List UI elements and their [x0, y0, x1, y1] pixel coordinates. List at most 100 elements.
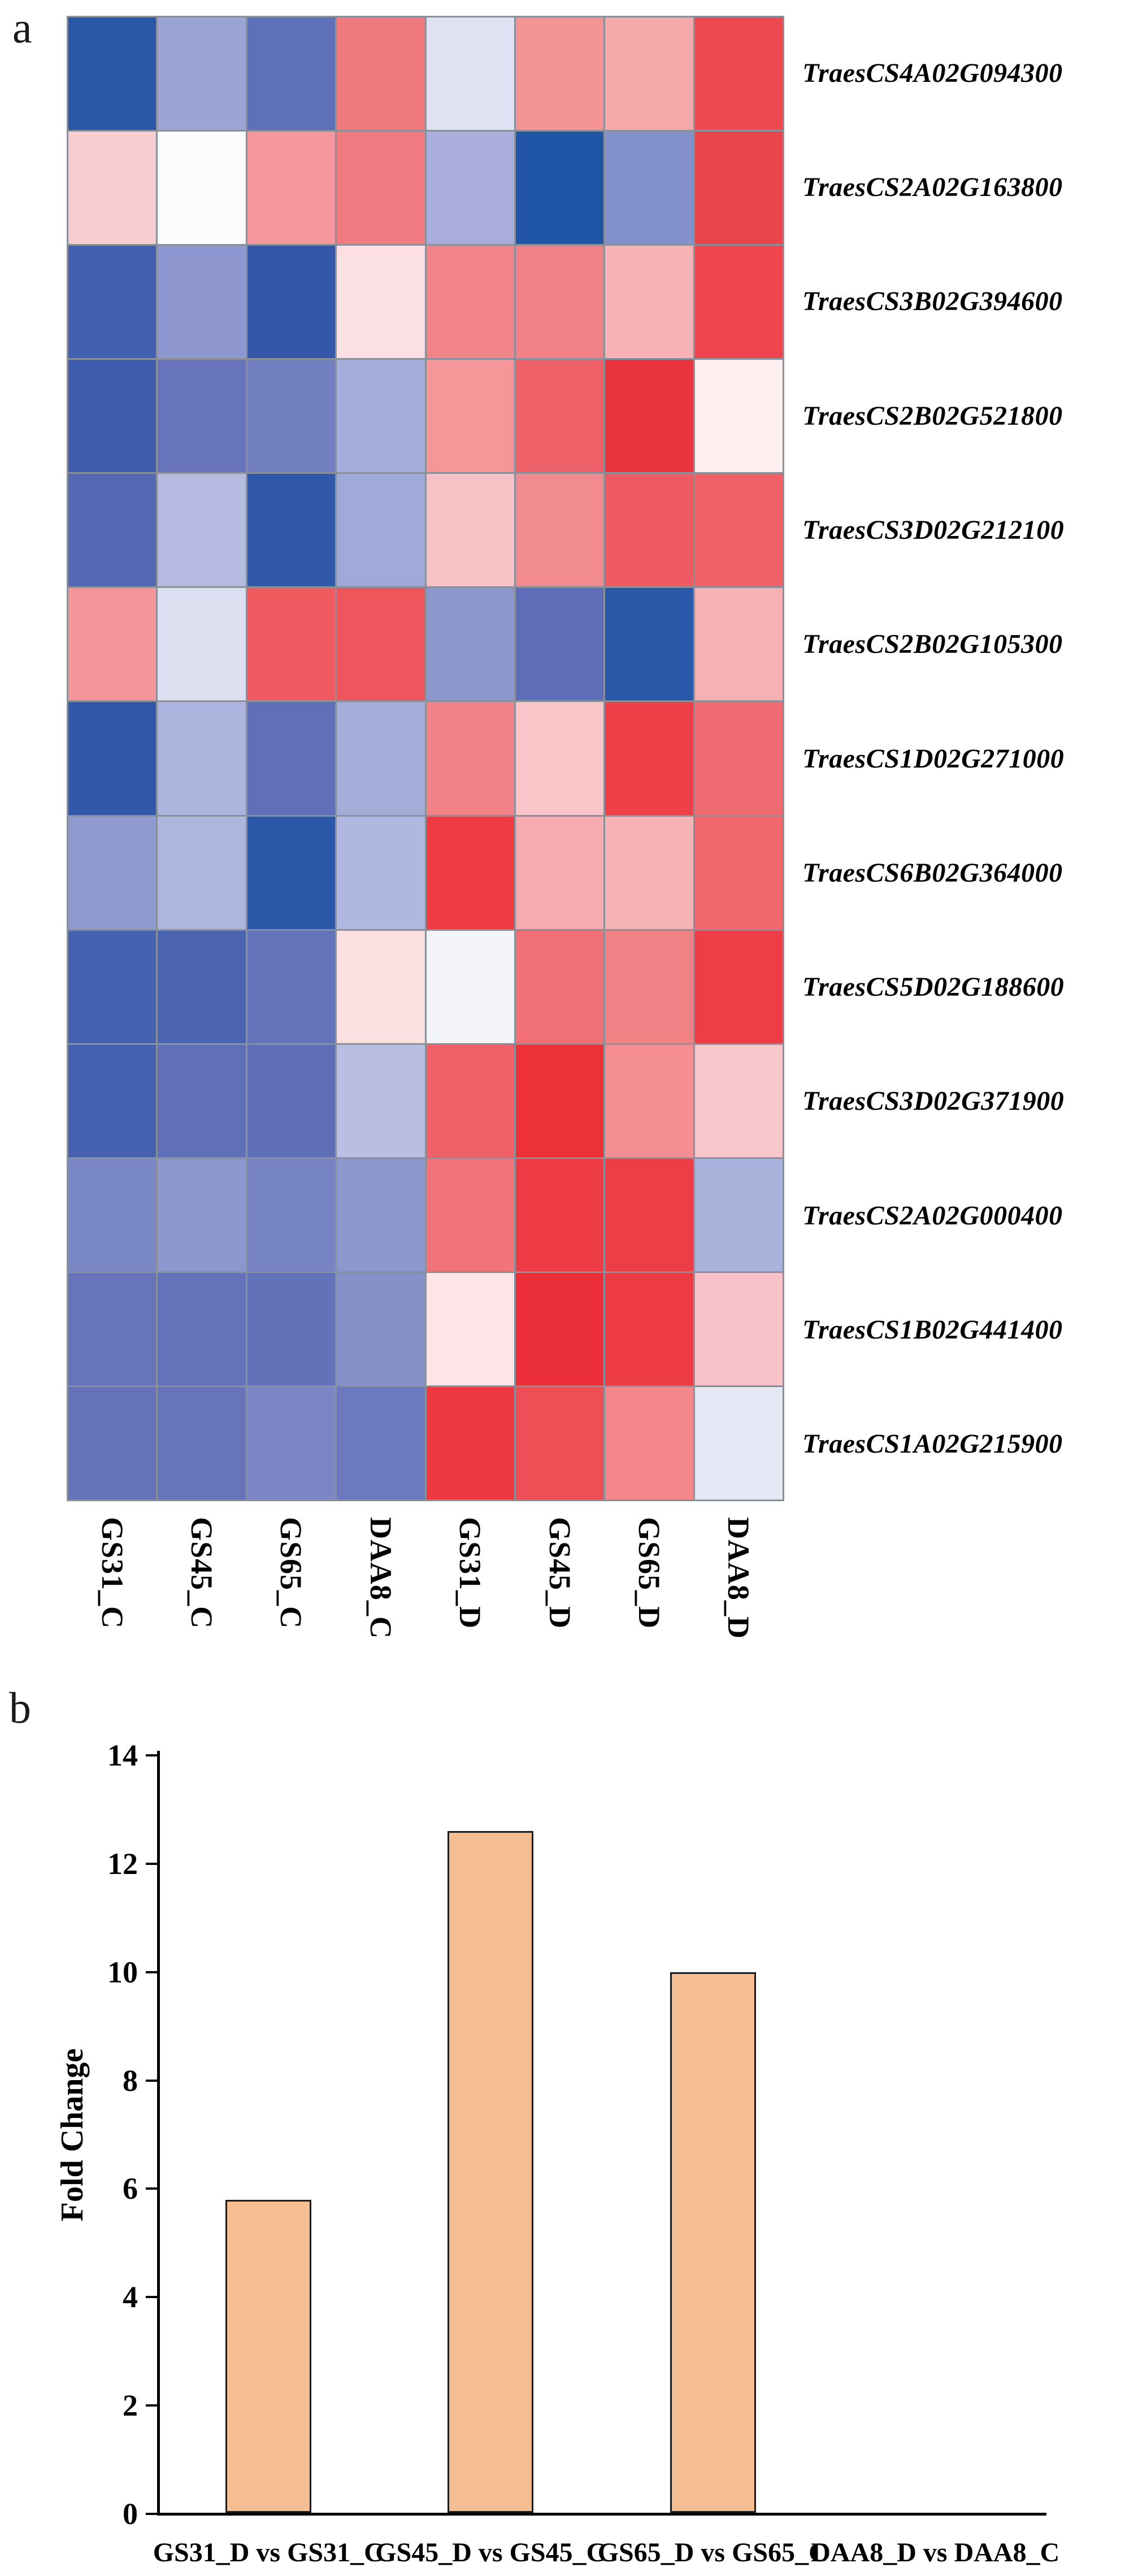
y-tick-label: 10 [107, 1955, 138, 1989]
heatmap-cell [158, 1044, 246, 1157]
heatmap-cell [605, 702, 693, 815]
heatmap-cell [694, 132, 783, 245]
y-tick-mark [146, 1754, 157, 1756]
heatmap-cell [68, 1158, 157, 1271]
heatmap-cell [158, 360, 246, 473]
heatmap-cell [68, 18, 157, 130]
x-category-label: GS31_D vs GS31_C [153, 2538, 384, 2568]
y-tick-mark [146, 1862, 157, 1865]
sample-label: GS65_D [632, 1517, 666, 1629]
heatmap-cell [158, 930, 246, 1043]
heatmap-cell [694, 18, 783, 130]
sample-label: DAA8_C [363, 1517, 398, 1639]
heatmap-cell [694, 246, 783, 359]
heatmap-cell [158, 702, 246, 815]
gene-label: TraesCS4A02G094300 [802, 58, 1063, 88]
heatmap-cell [426, 474, 514, 587]
heatmap-cell [337, 588, 425, 701]
heatmap-cell [158, 474, 246, 587]
heatmap-cell [158, 246, 246, 359]
heatmap-cell [247, 1158, 336, 1271]
x-category-label: DAA8_D vs DAA8_C [811, 2538, 1060, 2568]
heatmap-cell [426, 132, 514, 245]
heatmap-cell [515, 474, 604, 587]
heatmap-cell [247, 930, 336, 1043]
heatmap-cell [337, 360, 425, 473]
heatmap-cell [68, 816, 157, 929]
gene-label: TraesCS2A02G000400 [802, 1200, 1063, 1231]
heatmap-cell [68, 702, 157, 815]
gene-label-column: TraesCS4A02G094300 TraesCS2A02G163800 Trae… [802, 16, 1133, 1501]
y-tick-mark [146, 2296, 157, 2299]
heatmap-cell [247, 702, 336, 815]
expression-heatmap [67, 16, 784, 1501]
y-tick-label: 6 [123, 2172, 138, 2206]
heatmap-cell [247, 360, 336, 473]
gene-label: TraesCS1B02G441400 [802, 1315, 1063, 1345]
heatmap-cell [605, 816, 693, 929]
y-tick-mark [146, 1971, 157, 1973]
heatmap-cell [515, 588, 604, 701]
heatmap-cell [605, 588, 693, 701]
heatmap-cell [426, 702, 514, 815]
heatmap-cell [247, 588, 336, 701]
heatmap-cell [605, 474, 693, 587]
heatmap-cell [694, 1272, 783, 1385]
heatmap-cell [426, 930, 514, 1043]
heatmap-cell [68, 1272, 157, 1385]
heatmap-cell [515, 1158, 604, 1271]
heatmap-cell [68, 930, 157, 1043]
gene-label: TraesCS3D02G212100 [802, 515, 1065, 545]
heatmap-cell [426, 18, 514, 130]
heatmap-cell [605, 360, 693, 473]
heatmap-cell [68, 132, 157, 245]
heatmap-cell [68, 360, 157, 473]
heatmap-cell [337, 1044, 425, 1157]
sample-label: DAA8_D [722, 1517, 756, 1639]
heatmap-cell [694, 702, 783, 815]
y-tick-mark [146, 2404, 157, 2407]
heatmap-cell [68, 1044, 157, 1157]
heatmap-cell [247, 816, 336, 929]
heatmap-cell [337, 702, 425, 815]
heatmap-cell [605, 132, 693, 245]
y-tick-label: 0 [123, 2497, 138, 2531]
heatmap-cell [337, 474, 425, 587]
y-tick-mark [146, 2079, 157, 2082]
heatmap-cell [337, 132, 425, 245]
gene-label: TraesCS3D02G371900 [802, 1086, 1065, 1117]
heatmap-cell [68, 474, 157, 587]
y-axis-line [157, 1751, 160, 2516]
heatmap-cell [337, 1272, 425, 1385]
gene-label: TraesCS1D02G271000 [802, 743, 1065, 774]
heatmap-cell [247, 132, 336, 245]
sample-label: GS45_D [542, 1517, 577, 1629]
heatmap-cell [515, 702, 604, 815]
sample-label: GS31_D [453, 1517, 488, 1629]
heatmap-cell [605, 930, 693, 1043]
gene-label: TraesCS3B02G394600 [802, 286, 1063, 317]
heatmap-cell [68, 588, 157, 701]
gene-label: TraesCS5D02G188600 [802, 972, 1065, 1002]
fold-change-bar [670, 1972, 756, 2513]
x-category-label: GS45_D vs GS45_C [375, 2538, 606, 2568]
heatmap-cell [247, 18, 336, 130]
y-tick-label: 8 [123, 2063, 138, 2098]
heatmap-cell [158, 1272, 246, 1385]
heatmap-cell [515, 1272, 604, 1385]
heatmap-cell [694, 1158, 783, 1271]
heatmap-cell [605, 1044, 693, 1157]
heatmap-cell [694, 1387, 783, 1500]
heatmap-cell [515, 246, 604, 359]
heatmap-cell [605, 246, 693, 359]
gene-label: TraesCS6B02G364000 [802, 857, 1063, 888]
heatmap-cell [694, 816, 783, 929]
heatmap-cell [337, 1158, 425, 1271]
heatmap-cell [426, 816, 514, 929]
gene-label: TraesCS2B02G521800 [802, 400, 1063, 431]
heatmap-cell [337, 18, 425, 130]
x-axis-line [157, 2513, 1046, 2516]
heatmap-cell [247, 246, 336, 359]
sample-label: GS65_C [274, 1517, 309, 1629]
